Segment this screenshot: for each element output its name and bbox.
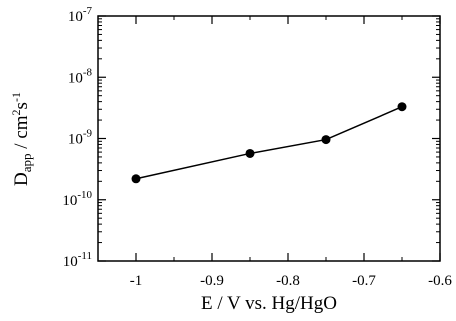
data-point <box>131 174 141 184</box>
y-axis-title: Dapp / cm2s-1 <box>9 92 34 186</box>
y-tick-label: 10-9 <box>68 128 93 148</box>
x-tick-label: -0.7 <box>352 273 376 289</box>
y-axis-title-sup2: -1 <box>9 92 23 102</box>
y-tick-label: 10-7 <box>68 5 93 25</box>
data-point <box>321 135 331 145</box>
x-tick-label: -1 <box>130 273 143 289</box>
y-axis-title-sub: app <box>19 153 34 172</box>
x-tick-labels: -1 -0.9 -0.8 -0.7 -0.6 <box>130 273 453 289</box>
y-tick-label-base: 10 <box>68 9 83 25</box>
series <box>131 102 407 184</box>
y-tick-label-exp: -9 <box>83 128 93 140</box>
y-axis-title-rest: / cm <box>11 115 32 153</box>
x-axis-title: E / V vs. Hg/HgO <box>201 293 337 314</box>
y-tick-label-base: 10 <box>68 70 83 86</box>
data-point <box>245 148 255 158</box>
y-tick-label-exp: -7 <box>83 5 93 17</box>
y-tick-label-base: 10 <box>62 193 77 209</box>
y-axis-title-sup1: 2 <box>9 109 23 115</box>
x-tick-label: -0.8 <box>276 273 300 289</box>
x-tick-label: -0.9 <box>200 273 224 289</box>
y-tick-label: 10-10 <box>62 189 92 209</box>
data-point <box>397 102 407 112</box>
y-tick-label-exp: -11 <box>78 250 92 262</box>
y-tick-label-exp: -8 <box>83 66 93 78</box>
y-axis-title-mid: s <box>11 102 32 109</box>
y-tick-label-base: 10 <box>63 254 78 270</box>
plot-frame <box>97 15 441 262</box>
y-tick-label: 10-11 <box>63 250 92 270</box>
y-tick-label: 10-8 <box>68 66 93 86</box>
x-tick-label: -0.6 <box>428 273 452 289</box>
ticks <box>97 15 441 262</box>
series-line <box>135 106 403 180</box>
y-tick-label-base: 10 <box>68 132 83 148</box>
y-axis-title-main: D <box>11 172 32 186</box>
y-tick-label-exp: -10 <box>77 189 92 201</box>
